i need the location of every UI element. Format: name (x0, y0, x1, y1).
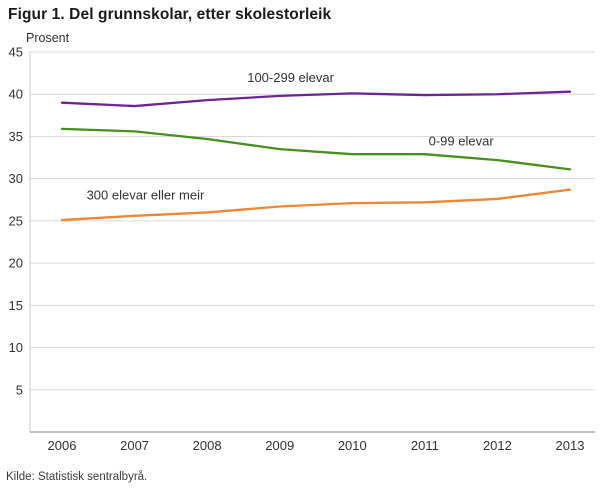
y-tick-label: 30 (9, 171, 23, 186)
y-tick-label: 35 (9, 129, 23, 144)
series-line-100-299-elevar (60, 90, 572, 108)
y-tick-label: 25 (9, 213, 23, 228)
x-tick-label: 2006 (48, 438, 77, 453)
series-label: 0-99 elevar (429, 134, 495, 149)
x-tick-label: 2010 (338, 438, 367, 453)
x-tick-label: 2013 (556, 438, 585, 453)
series-label: 300 elevar eller meir (87, 188, 205, 203)
y-tick-label: 10 (9, 340, 23, 355)
y-axis-title: Prosent (26, 31, 70, 45)
y-tick-label: 45 (9, 45, 23, 60)
line-chart: 5 10 15 20 25 30 35 40 45 2006 2007 2008 2009 2010 201… (9, 45, 595, 453)
y-tick-label: 20 (9, 256, 23, 271)
source-note: Kilde: Statistisk sentralbyrå. (6, 471, 148, 483)
series-line-0-99-elevar (60, 127, 572, 171)
x-tick-label: 2011 (411, 438, 439, 453)
x-tick-label: 2009 (265, 438, 294, 453)
y-tick-label: 15 (9, 298, 23, 313)
y-tick-label: 40 (9, 87, 23, 102)
series-label: 100-299 elevar (247, 70, 334, 85)
chart-title: Figur 1. Del grunnskolar, etter skolesto… (8, 6, 332, 23)
x-tick-label: 2008 (193, 438, 222, 453)
x-tick-label: 2012 (483, 438, 512, 453)
x-tick-label: 2007 (120, 438, 149, 453)
series-line-300-elevar-eller-meir (60, 188, 572, 222)
y-tick-label: 5 (16, 382, 23, 397)
